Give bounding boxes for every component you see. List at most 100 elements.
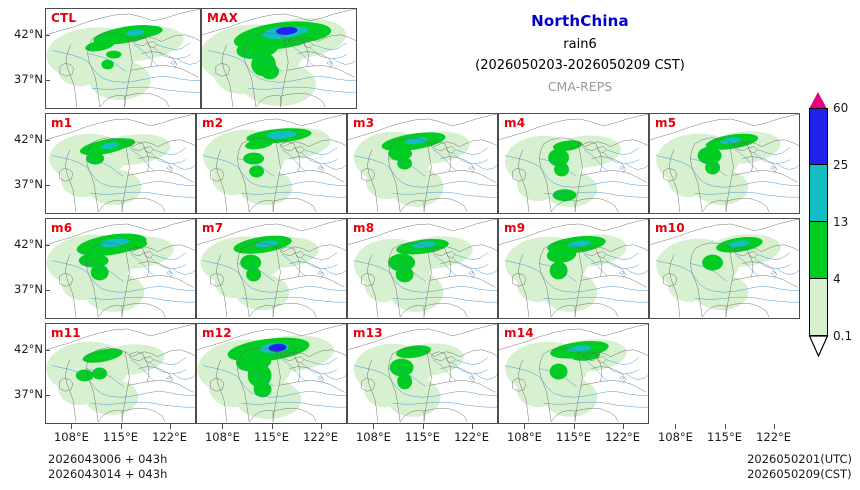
province-border xyxy=(361,378,374,391)
province-border xyxy=(597,358,601,382)
precip-contour-level-1 xyxy=(235,274,290,311)
precip-contour-level-1 xyxy=(89,60,151,101)
y-axis-tick xyxy=(45,395,50,397)
x-axis-tick xyxy=(120,424,122,429)
map-panel-m6[interactable]: m6 xyxy=(45,218,196,319)
y-axis-labels: 42°N 37°N 42°N 37°N 42°N 37°N 42°N 37°N xyxy=(0,0,43,490)
map-panel-m8[interactable]: m8 xyxy=(347,218,498,319)
province-border xyxy=(597,253,601,277)
province-border xyxy=(128,380,194,392)
map-panel-m11[interactable]: m11 xyxy=(45,323,196,424)
province-border xyxy=(202,9,356,35)
map-panel-ctl[interactable]: CTL xyxy=(45,8,201,109)
river-coastline xyxy=(539,369,576,387)
map-panel-max[interactable]: MAX xyxy=(201,8,357,109)
map-panel-m14[interactable]: m14 xyxy=(498,323,649,424)
x-axis-tick-label: 115°E xyxy=(707,430,742,444)
province-border xyxy=(141,52,176,69)
y-axis-tick xyxy=(45,185,50,187)
precip-contour-level-2 xyxy=(697,146,722,165)
river-coastline xyxy=(153,148,186,155)
province-border xyxy=(361,168,374,181)
map-panel-m5[interactable]: m5 xyxy=(649,113,800,214)
precip-map xyxy=(499,114,648,213)
river-coastline xyxy=(388,159,425,177)
river-coastline xyxy=(626,269,648,275)
map-panel-m9[interactable]: m9 xyxy=(498,218,649,319)
precip-contour-level-2 xyxy=(253,381,272,398)
x-axis-tick-label: 122°E xyxy=(756,430,792,444)
province-border xyxy=(424,408,467,422)
province-border xyxy=(144,252,153,258)
colorbar-band-2 xyxy=(809,222,828,279)
map-panel-m10[interactable]: m10 xyxy=(649,218,800,319)
colorbar-band-1 xyxy=(809,165,828,222)
river-coastline xyxy=(91,192,195,197)
province-border xyxy=(249,200,273,212)
province-border xyxy=(122,198,165,212)
footer-init-times: 2026043006 + 043h 2026043014 + 043h xyxy=(48,452,167,482)
river-coastline xyxy=(777,269,799,275)
river-coastline xyxy=(505,366,648,398)
province-border xyxy=(733,142,748,151)
precip-contour-level-1 xyxy=(694,274,749,311)
river-coastline xyxy=(469,166,473,169)
river-coastline xyxy=(475,374,497,380)
province-border xyxy=(446,252,455,258)
river-coastline xyxy=(318,166,322,169)
river-coastline xyxy=(475,269,497,275)
river-coastline xyxy=(433,360,457,382)
river-coastline xyxy=(475,164,497,170)
province-border xyxy=(98,305,122,317)
province-border xyxy=(582,142,597,151)
province-border xyxy=(59,378,72,391)
province-border xyxy=(499,114,648,140)
river-coastline xyxy=(301,258,337,269)
precip-map xyxy=(348,114,497,213)
y-axis-tick xyxy=(45,290,50,292)
x-axis-tick xyxy=(524,424,526,429)
river-coastline xyxy=(505,156,648,188)
map-panel-m1[interactable]: m1 xyxy=(45,113,196,214)
province-border xyxy=(279,275,345,287)
river-coastline xyxy=(354,366,497,398)
province-border xyxy=(591,367,625,384)
river-coastline xyxy=(620,166,624,169)
province-border xyxy=(242,138,346,147)
river-coastline xyxy=(304,253,337,260)
map-panel-m4[interactable]: m4 xyxy=(498,113,649,214)
province-border xyxy=(289,262,323,279)
province-border xyxy=(242,243,346,252)
province-border xyxy=(393,348,497,357)
river-coastline xyxy=(754,153,790,164)
province-border xyxy=(551,305,575,317)
precip-contour-level-1 xyxy=(694,169,749,206)
map-panel-m7[interactable]: m7 xyxy=(196,218,347,319)
river-coastline xyxy=(167,376,171,379)
precip-map xyxy=(197,114,346,213)
river-coastline xyxy=(86,159,123,177)
province-border xyxy=(288,37,303,46)
map-panel-m2[interactable]: m2 xyxy=(196,113,347,214)
province-border xyxy=(304,42,313,48)
river-coastline xyxy=(584,150,608,172)
map-panel-m12[interactable]: m12 xyxy=(196,323,347,424)
province-border xyxy=(733,247,748,256)
province-border xyxy=(91,243,195,252)
precip-map xyxy=(348,219,497,318)
province-border xyxy=(702,305,726,317)
map-panel-m13[interactable]: m13 xyxy=(347,323,498,424)
river-coastline xyxy=(584,360,608,382)
river-coastline xyxy=(242,402,346,407)
map-panel-m3[interactable]: m3 xyxy=(347,113,498,214)
river-coastline xyxy=(131,150,155,172)
precip-contour-level-3 xyxy=(99,238,130,248)
precip-contour-level-2 xyxy=(705,160,721,175)
province-border xyxy=(60,63,74,76)
province-border xyxy=(144,147,153,153)
province-border xyxy=(144,148,148,172)
river-coastline xyxy=(237,264,274,282)
province-border xyxy=(446,147,455,153)
province-border xyxy=(430,275,496,287)
province-border xyxy=(732,275,798,287)
